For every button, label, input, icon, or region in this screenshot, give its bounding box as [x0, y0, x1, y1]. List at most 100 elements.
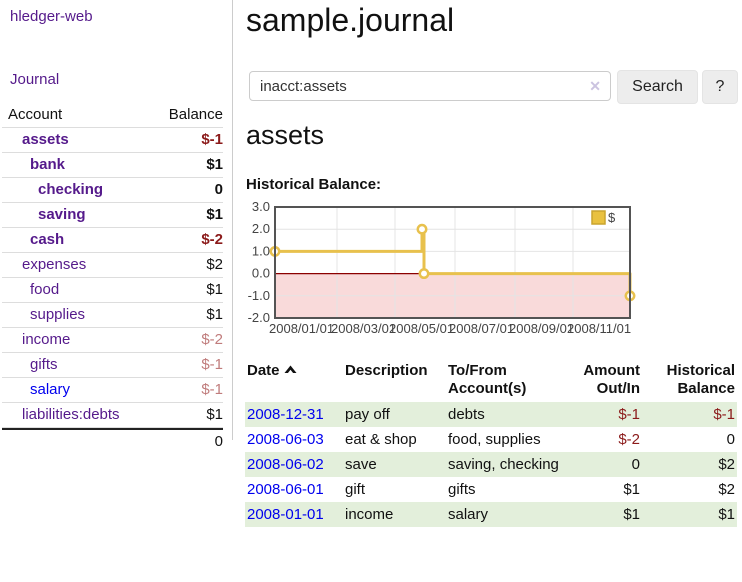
accounts-column-header: To/From Account(s) [448, 362, 527, 397]
sidebar-account-link-salary[interactable]: salary [30, 381, 71, 398]
app-title-link[interactable]: hledger-web [10, 8, 93, 25]
sidebar-account-row: gifts $-1 [2, 353, 223, 378]
sidebar-account-row: liabilities:debts $1 [2, 403, 223, 428]
account-balance: $-2 [201, 331, 223, 348]
sidebar-account-row: cash $-2 [2, 228, 223, 253]
date-header-label: Date [247, 362, 280, 379]
page-title: sample.journal [246, 2, 455, 38]
sidebar-account-link-food[interactable]: food [30, 281, 60, 298]
transaction-amount: $-1 [618, 406, 640, 423]
transaction-balance: 0 [726, 431, 735, 448]
sidebar-account-row: saving $1 [2, 203, 223, 228]
svg-text:2008/03/01: 2008/03/01 [331, 321, 396, 336]
transaction-accounts: saving, checking [448, 456, 559, 473]
register-row[interactable]: 2008-06-02 save saving, checking 0 $2 [245, 452, 737, 477]
sidebar-item-journal[interactable]: Journal [10, 71, 60, 88]
sidebar-account-link-gifts[interactable]: gifts [30, 356, 58, 373]
register-row[interactable]: 2008-01-01 income salary $1 $1 [245, 502, 737, 527]
account-balance: $-1 [201, 131, 223, 148]
date-column-header[interactable]: Date [245, 360, 343, 402]
account-balance-table: Account Balance assets $-1 bank $1 check… [2, 103, 223, 454]
svg-text:-2.0: -2.0 [248, 310, 270, 325]
sidebar-account-link-saving[interactable]: saving [38, 206, 86, 223]
transaction-balance: $2 [718, 456, 735, 473]
search-button[interactable]: Search [617, 70, 698, 104]
data-point-markers[interactable] [269, 223, 636, 302]
transaction-description: pay off [345, 406, 390, 423]
account-balance: $1 [206, 281, 223, 298]
sidebar-account-link-bank[interactable]: bank [30, 156, 66, 173]
account-balance: $1 [206, 156, 223, 173]
sidebar-account-link-expenses[interactable]: expenses [22, 256, 87, 273]
transaction-amount: $1 [623, 506, 640, 523]
register-row[interactable]: 2008-12-31 pay off debts $-1 $-1 [245, 402, 737, 427]
legend-swatch [591, 210, 606, 225]
svg-text:2008/11/01: 2008/11/01 [567, 321, 631, 336]
sidebar: hledger-web Journal Account Balance asse… [0, 0, 233, 450]
transaction-date-link[interactable]: 2008-01-01 [247, 506, 324, 523]
balance-column-header: Historical Balance [666, 362, 735, 397]
transaction-accounts: food, supplies [448, 431, 541, 448]
register-header-row: Date Description To/From Account(s) Amou… [245, 360, 737, 402]
sidebar-account-row: assets $-1 [2, 128, 223, 153]
sidebar-account-row: salary $-1 [2, 378, 223, 403]
transaction-accounts: salary [448, 506, 489, 523]
svg-text:2008/05/01: 2008/05/01 [389, 321, 454, 336]
account-balance: $2 [206, 256, 223, 273]
sidebar-account-row: supplies $1 [2, 303, 223, 328]
account-balance: $-1 [201, 356, 223, 373]
gridlines [275, 207, 630, 318]
register-row[interactable]: 2008-06-01 gift gifts $1 $2 [245, 477, 737, 502]
chart-legend: $ [591, 210, 616, 225]
sidebar-account-link-income[interactable]: income [22, 331, 71, 348]
account-balance: $1 [206, 406, 223, 423]
svg-text:3.0: 3.0 [252, 199, 270, 214]
transaction-date-link[interactable]: 2008-06-02 [247, 456, 324, 473]
account-table-header: Account Balance [2, 103, 223, 128]
sidebar-account-row: income $-2 [2, 328, 223, 353]
sort-ascending-icon [284, 362, 297, 380]
amount-column-header: Amount Out/In [583, 362, 640, 397]
transaction-date-link[interactable]: 2008-12-31 [247, 406, 324, 423]
svg-text:-1.0: -1.0 [248, 288, 270, 303]
chart-title: Historical Balance: [246, 176, 382, 193]
sidebar-account-link-cash[interactable]: cash [30, 231, 65, 248]
sidebar-account-link-supplies[interactable]: supplies [30, 306, 86, 323]
x-axis-labels: 2008/01/01 2008/03/01 2008/05/01 2008/07… [269, 321, 631, 336]
transaction-accounts: gifts [448, 481, 476, 498]
search-form: ✕ [249, 71, 611, 101]
search-input[interactable] [249, 71, 611, 101]
account-heading: assets [246, 120, 325, 150]
clear-search-icon[interactable]: ✕ [589, 78, 601, 94]
transaction-description: gift [345, 481, 366, 498]
account-balance: $-1 [201, 381, 223, 398]
svg-text:2.0: 2.0 [252, 221, 270, 236]
sidebar-account-link-assets[interactable]: assets [22, 131, 69, 148]
svg-text:1.0: 1.0 [252, 244, 270, 259]
description-column-header: Description [345, 362, 428, 379]
transaction-balance: $2 [718, 481, 735, 498]
transaction-date-link[interactable]: 2008-06-03 [247, 431, 324, 448]
sidebar-account-link-checking[interactable]: checking [38, 181, 104, 198]
account-balance: $1 [206, 306, 223, 323]
sidebar-account-row: food $1 [2, 278, 223, 303]
transaction-date-link[interactable]: 2008-06-01 [247, 481, 324, 498]
transaction-accounts: debts [448, 406, 485, 423]
help-button[interactable]: ? [702, 70, 738, 104]
transaction-amount: $-2 [618, 431, 640, 448]
transaction-balance: $1 [718, 506, 735, 523]
account-balance: $-2 [201, 231, 223, 248]
account-balance: $1 [206, 206, 223, 223]
balance-column-header: Balance [168, 106, 223, 123]
transaction-balance: $-1 [713, 406, 735, 423]
sidebar-total-row: 0 [2, 428, 223, 454]
sidebar-account-link-liabilities-debts[interactable]: liabilities:debts [22, 406, 120, 423]
register-row[interactable]: 2008-06-03 eat & shop food, supplies $-2… [245, 427, 737, 452]
transaction-amount: 0 [631, 456, 640, 473]
plot-border [274, 206, 631, 319]
svg-text:2008/07/01: 2008/07/01 [449, 321, 514, 336]
y-axis-labels: 3.0 2.0 1.0 0.0 -1.0 -2.0 [248, 199, 270, 325]
sidebar-account-row: bank $1 [2, 153, 223, 178]
register-table: Date Description To/From Account(s) Amou… [245, 360, 737, 527]
svg-text:2008/09/01: 2008/09/01 [509, 321, 574, 336]
